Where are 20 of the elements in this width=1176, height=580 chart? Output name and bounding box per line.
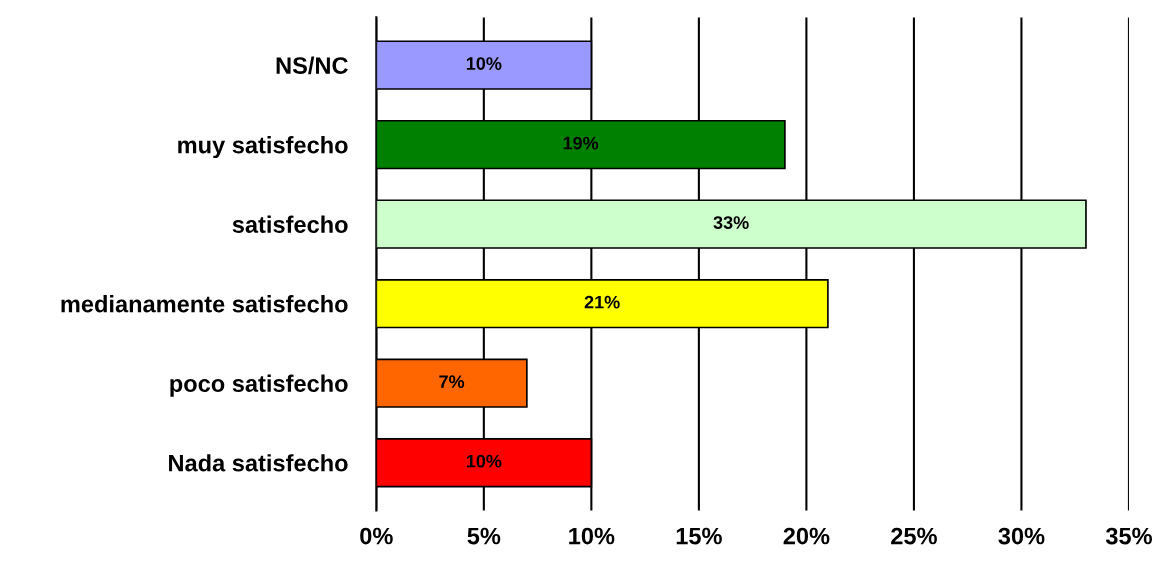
data-label: 33% xyxy=(713,216,749,230)
x-tick-label: 5% xyxy=(467,527,501,545)
y-tick-label: satisfecho xyxy=(232,215,348,233)
x-tick-label: 30% xyxy=(998,527,1045,545)
data-label: 19% xyxy=(563,136,599,150)
y-tick-label: Nada satisfecho xyxy=(169,454,348,472)
y-tick-label: muy satisfecho xyxy=(178,136,348,159)
data-label: 10% xyxy=(466,454,502,468)
x-tick-label: 20% xyxy=(783,527,830,545)
data-label: 7% xyxy=(439,375,465,388)
y-tick-label: poco satisfecho xyxy=(170,374,348,397)
x-tick-label: 15% xyxy=(676,527,722,545)
data-label: 21% xyxy=(584,295,620,309)
y-tick-label: NS/NC xyxy=(276,56,348,75)
data-label: 10% xyxy=(466,57,502,70)
y-tick-label: medianamente satisfecho xyxy=(61,295,348,313)
x-tick-label: 10% xyxy=(569,527,615,545)
x-tick-label: 25% xyxy=(891,527,937,545)
x-tick-label: 35% xyxy=(1105,527,1152,545)
x-tick-label: 0% xyxy=(360,527,393,545)
